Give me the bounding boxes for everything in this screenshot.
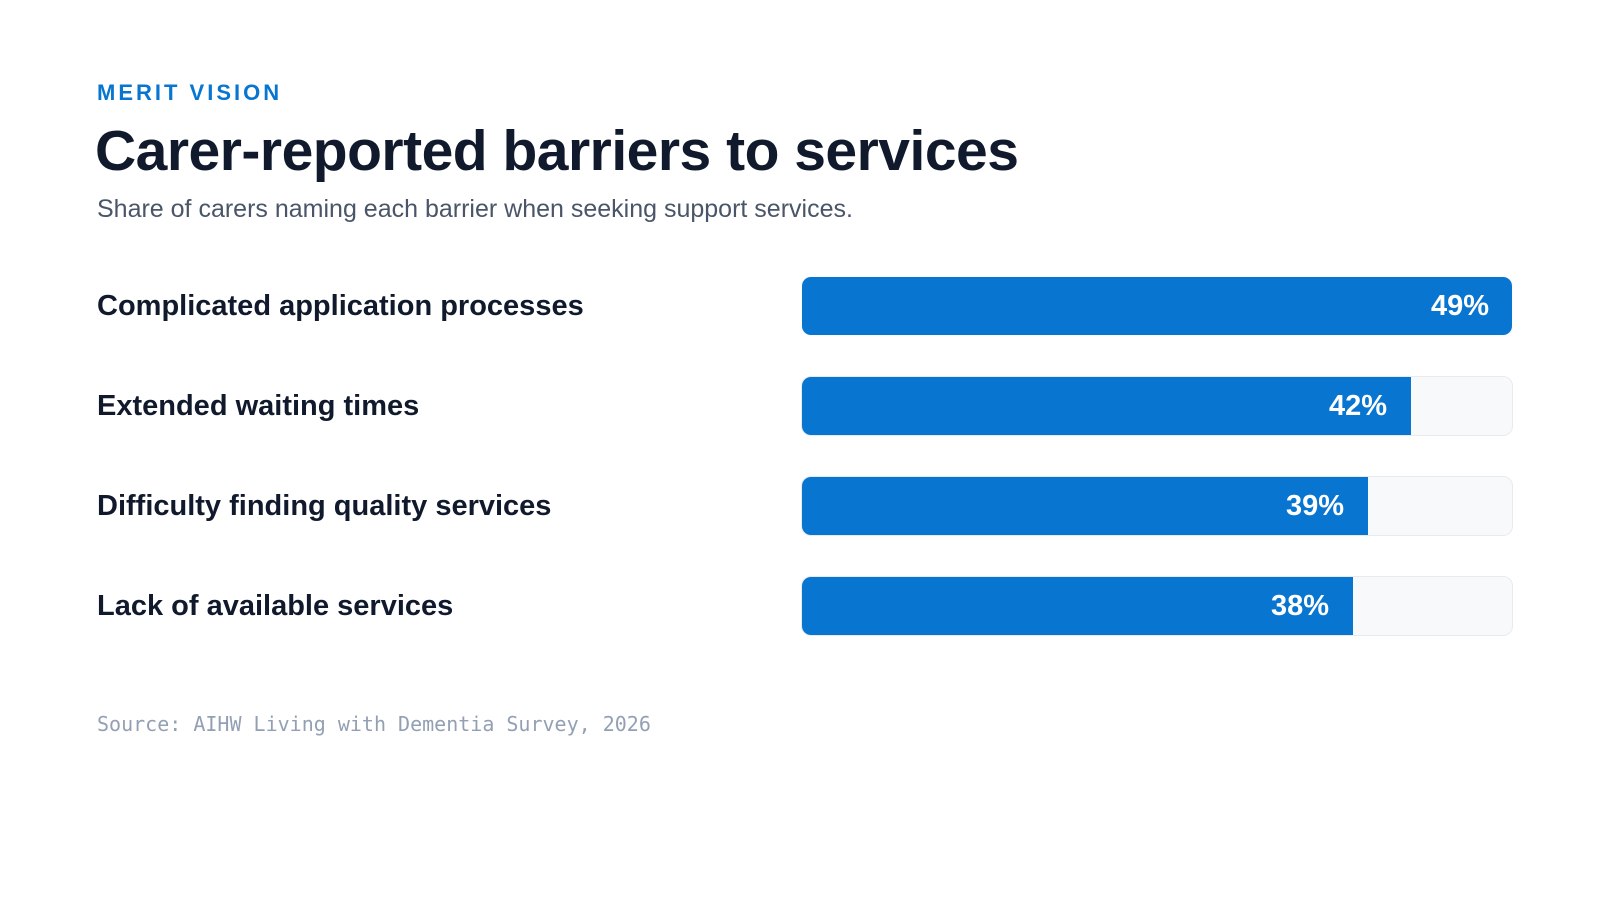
bar-row: Difficulty finding quality services 39% (97, 476, 1513, 536)
bar-track: 42% (801, 376, 1513, 436)
bar-value-label: 38% (1270, 590, 1329, 622)
bar: 39% (802, 477, 1368, 535)
category-label: Lack of available services (97, 590, 454, 622)
category-label: Difficulty finding quality services (97, 490, 552, 522)
bar-value-label: 49% (1430, 290, 1489, 322)
bar-track: 49% (801, 276, 1513, 336)
bar-value-label: 39% (1285, 490, 1344, 522)
bar-value-label: 42% (1328, 390, 1387, 422)
bar-row: Lack of available services 38% (97, 576, 1513, 636)
bar-row: Extended waiting times 42% (97, 376, 1513, 436)
bar: 49% (802, 277, 1512, 335)
source-note: Source: AIHW Living with Dementia Survey… (97, 712, 651, 736)
brand-eyebrow: MERIT VISION (97, 80, 283, 105)
bar-track: 38% (801, 576, 1513, 636)
category-label: Extended waiting times (97, 390, 420, 422)
chart-subtitle: Share of carers naming each barrier when… (97, 195, 853, 223)
bar: 38% (802, 577, 1353, 635)
bar: 42% (802, 377, 1411, 435)
category-label: Complicated application processes (97, 290, 584, 322)
chart-title: Carer-reported barriers to services (95, 119, 1019, 183)
bar-row: Complicated application processes 49% (97, 276, 1513, 336)
bar-track: 39% (801, 476, 1513, 536)
